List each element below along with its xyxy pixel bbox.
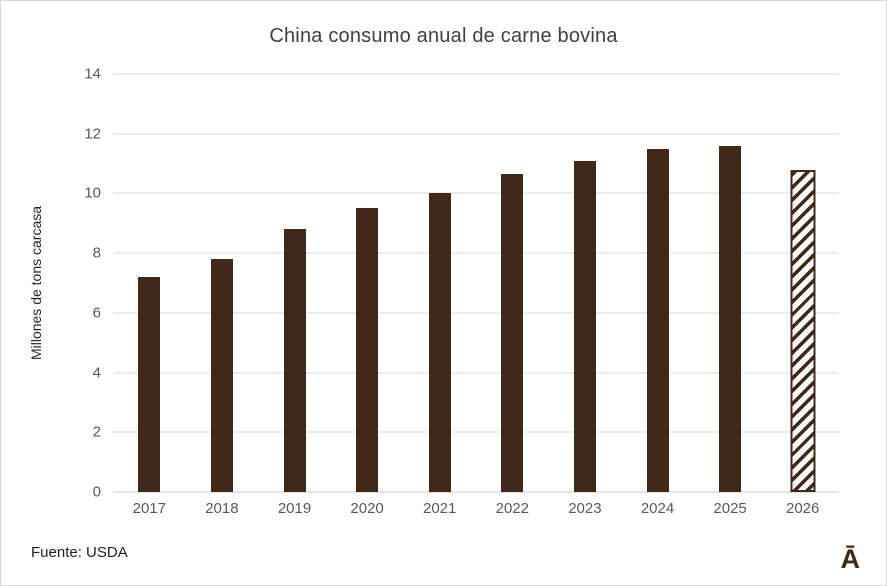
gridline-10 xyxy=(113,192,839,194)
x-tick-label-2024: 2024 xyxy=(640,500,675,517)
x-tick-label-2022: 2022 xyxy=(495,500,529,517)
gridline-14 xyxy=(113,73,839,75)
gridline-12 xyxy=(113,133,839,135)
x-axis-labels: 2017 2018 2019 2020 2021 2022 2023 2024 2025 2026 xyxy=(113,501,839,521)
y-axis-labels: 0 2 4 6 8 10 12 14 xyxy=(65,67,101,500)
publisher-logo: Ā xyxy=(840,544,861,575)
plot-area xyxy=(113,73,839,493)
y-tick-label-4: 4 xyxy=(92,364,101,382)
gridline-6 xyxy=(113,312,839,314)
y-tick-label-6: 6 xyxy=(92,304,101,322)
x-tick-label-2017: 2017 xyxy=(132,500,166,517)
bar-2020 xyxy=(356,208,379,492)
y-axis-title: Millones de tons carcasa xyxy=(28,205,44,361)
y-tick-label-8: 8 xyxy=(92,244,101,262)
gridline-2 xyxy=(113,431,839,433)
bar-2017 xyxy=(138,277,161,492)
x-tick-label-2026: 2026 xyxy=(786,500,820,517)
gridline-8 xyxy=(113,252,839,254)
bar-2024 xyxy=(646,148,669,492)
x-tick-label-2023: 2023 xyxy=(568,500,602,517)
bar-2022 xyxy=(501,174,524,492)
y-tick-label-0: 0 xyxy=(92,483,101,501)
gridline-0 xyxy=(113,491,839,493)
x-tick-label-2025: 2025 xyxy=(713,500,747,517)
bar-2026 xyxy=(790,169,816,492)
x-tick-label-2019: 2019 xyxy=(277,500,312,517)
gridline-4 xyxy=(113,372,839,374)
bar-2019 xyxy=(283,229,306,492)
bar-2021 xyxy=(428,193,451,492)
chart-title: China consumo anual de carne bovina xyxy=(269,25,618,47)
x-tick-label-2021: 2021 xyxy=(423,500,457,517)
x-tick-label-2020: 2020 xyxy=(350,500,384,517)
bar-2018 xyxy=(210,259,233,492)
x-tick-label-2018: 2018 xyxy=(205,500,239,517)
source-note: Fuente: USDA xyxy=(31,544,128,561)
y-tick-label-12: 12 xyxy=(84,125,101,143)
y-tick-label-14: 14 xyxy=(84,65,101,83)
y-tick-label-10: 10 xyxy=(84,184,101,202)
bar-2025 xyxy=(719,145,742,492)
bar-2023 xyxy=(573,160,596,492)
y-tick-label-2: 2 xyxy=(92,423,101,441)
